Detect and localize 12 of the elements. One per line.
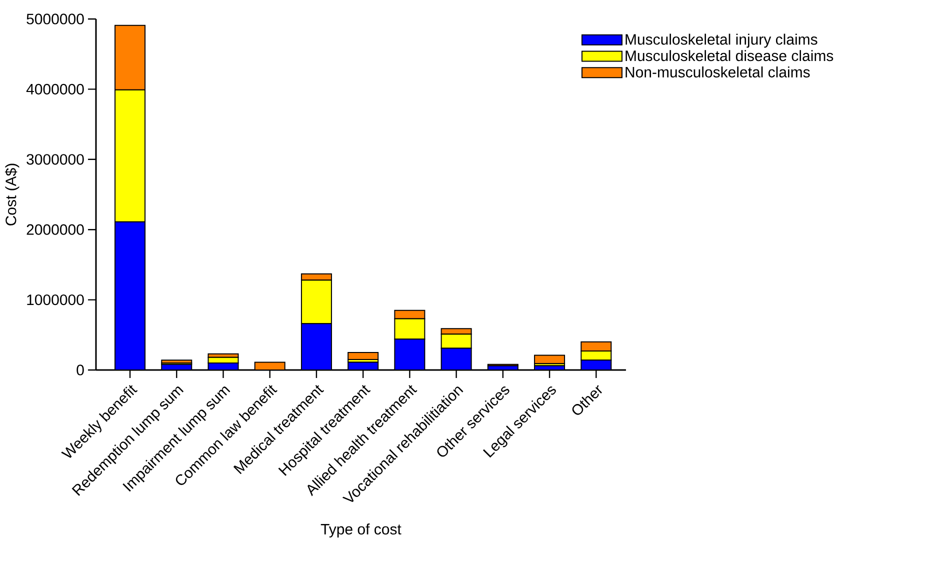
- y-tick-label: 1000000: [27, 294, 84, 306]
- legend-label: Non-musculoskeletal claims: [626, 66, 810, 78]
- y-tick-label: 3000000: [26, 154, 84, 165]
- y-tick-label: 5000000: [26, 14, 84, 24]
- y-tick-label: 2000000: [26, 224, 84, 235]
- legend-label: Musculoskeletal disease claims: [626, 50, 834, 62]
- y-tick-label: 0: [76, 364, 84, 376]
- y-tick-label: 4000000: [26, 84, 84, 94]
- bar: [534, 354, 566, 364]
- x-axis-title: Type of cost: [320, 524, 402, 538]
- legend-label: Musculoskeletal injury claims: [626, 34, 818, 48]
- y-axis-title: Cost (A$): [4, 164, 20, 226]
